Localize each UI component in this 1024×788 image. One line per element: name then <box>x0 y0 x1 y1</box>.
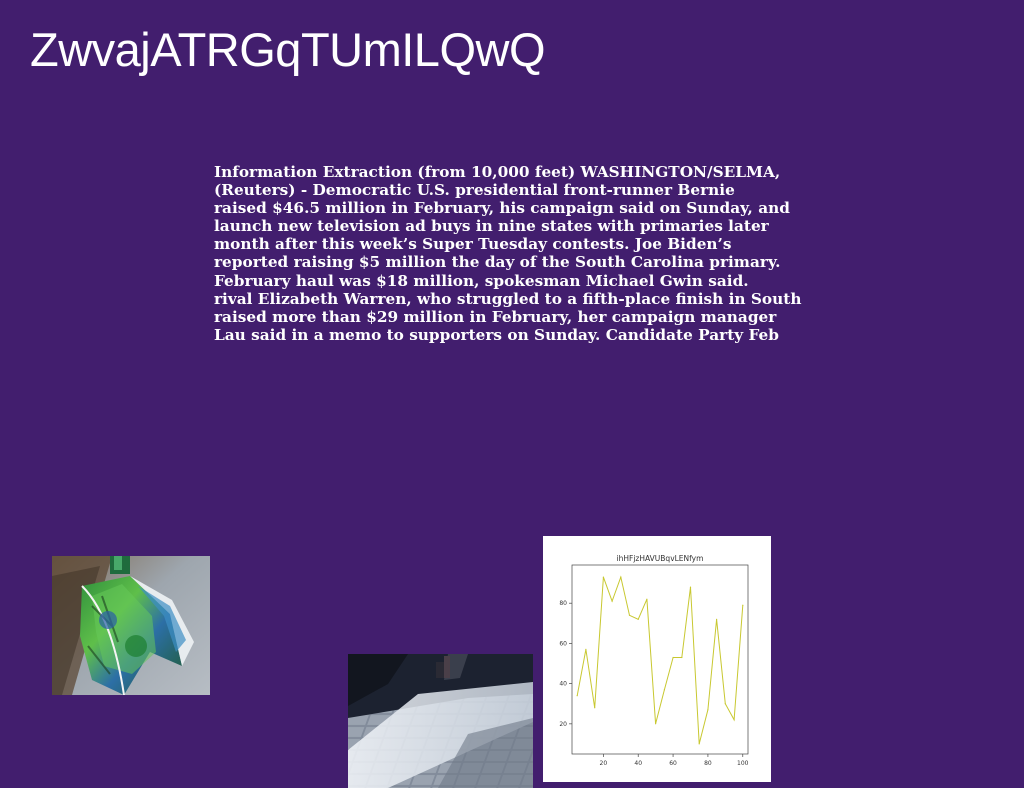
y-tick-label: 20 <box>559 721 567 728</box>
pavement-photo <box>348 654 533 788</box>
article-text: Information Extraction (from 10,000 feet… <box>214 163 834 344</box>
x-tick-label: 40 <box>634 760 642 767</box>
data-point <box>602 576 604 578</box>
y-tick-label: 40 <box>559 681 567 688</box>
data-point <box>689 586 692 588</box>
article-line: launch new television ad buys in nine st… <box>214 217 769 236</box>
data-point <box>724 703 726 705</box>
y-tick-label: 80 <box>559 600 567 607</box>
article-line: Lau said in a memo to supporters on Sund… <box>214 325 779 344</box>
data-point <box>576 695 578 697</box>
data-point <box>611 600 613 602</box>
article-line: raised $46.5 million in February, his ca… <box>214 199 790 218</box>
x-tick-label: 80 <box>704 760 712 767</box>
article-line: February haul was $18 million, spokesman… <box>214 271 749 290</box>
x-tick-label: 20 <box>600 760 608 767</box>
x-tick-label: 60 <box>669 760 677 767</box>
data-point <box>655 723 657 725</box>
article-line: month after this week’s Super Tuesday co… <box>214 235 732 254</box>
data-point <box>681 656 683 659</box>
plot-frame <box>571 564 749 755</box>
article-line: reported raising $5 million the day of t… <box>214 253 781 272</box>
magazine-photo <box>52 556 210 695</box>
data-point <box>663 689 665 691</box>
data-point <box>620 576 622 578</box>
data-point <box>716 618 718 620</box>
article-line: raised more than $29 million in February… <box>214 307 777 326</box>
line-chart-svg: ihHFjzHAVUBqvLENfym 20 40 60 80 100 20 40 60 80 <box>559 554 749 767</box>
data-point <box>594 707 596 709</box>
data-point <box>672 656 674 659</box>
data-point <box>585 648 587 650</box>
line-chart: ihHFjzHAVUBqvLENfym 20 40 60 80 100 20 40 60 80 <box>543 536 771 782</box>
data-point <box>628 614 631 616</box>
chart-title: ihHFjzHAVUBqvLENfym <box>617 554 704 563</box>
data-point <box>646 598 648 600</box>
series-line <box>576 575 744 745</box>
data-point <box>637 618 639 620</box>
page-title: ZwvajATRGqTUmILQwQ <box>30 23 546 76</box>
data-point <box>742 604 744 606</box>
data-point <box>733 719 735 721</box>
data-point <box>707 709 709 711</box>
y-tick-label: 60 <box>559 640 567 647</box>
data-point <box>698 743 700 745</box>
article-line: (Reuters) - Democratic U.S. presidential… <box>214 181 735 200</box>
x-tick-label: 100 <box>737 760 749 767</box>
article-line: rival Elizabeth Warren, who struggled to… <box>214 289 802 308</box>
article-line: Information Extraction (from 10,000 feet… <box>214 163 781 181</box>
magazine-photo-art <box>52 556 210 695</box>
pavement-photo-art <box>348 654 533 788</box>
